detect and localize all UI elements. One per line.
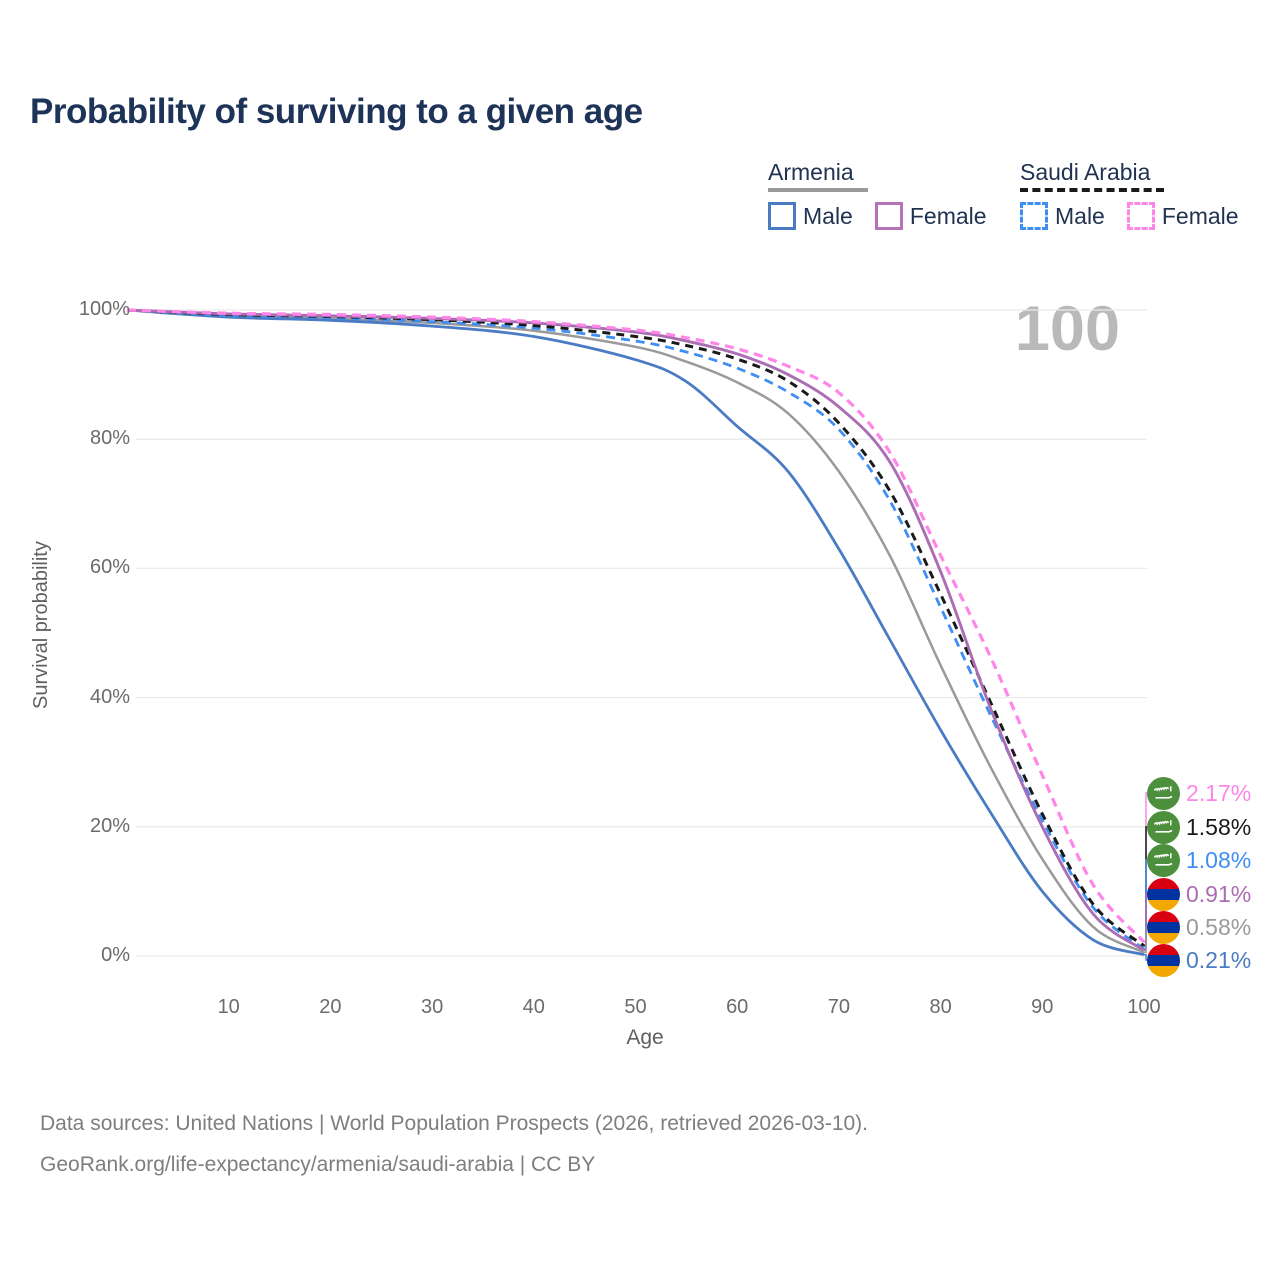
legend-country-saudi-arabia[interactable]: Saudi Arabia bbox=[1020, 159, 1151, 185]
attribution-line: GeoRank.org/life-expectancy/armenia/saud… bbox=[40, 1152, 596, 1176]
legend-toggle-armenia-male[interactable]: Male bbox=[768, 202, 853, 231]
end-value: 1.58% bbox=[1186, 813, 1252, 840]
y-tick-label: 0% bbox=[101, 944, 130, 966]
legend-country-armenia[interactable]: Armenia bbox=[768, 159, 854, 185]
x-tick-label: 80 bbox=[929, 996, 952, 1018]
armenia-female-swatch-icon bbox=[874, 202, 903, 231]
armenia-line-sample bbox=[768, 188, 868, 193]
end-label-saudi-arabia-total: 1.58% bbox=[1147, 810, 1252, 844]
end-label-saudi-arabia-female: 2.17% bbox=[1147, 776, 1252, 810]
x-tick-label: 100 bbox=[1127, 996, 1161, 1018]
y-axis-title: Survival probability bbox=[30, 541, 52, 709]
end-label-armenia-total: 0.58% bbox=[1147, 910, 1252, 944]
saudi-female-swatch-icon bbox=[1126, 202, 1155, 231]
legend-group-armenia: Armenia Male Female bbox=[768, 159, 1009, 231]
saudi-male-swatch-icon bbox=[1020, 202, 1048, 231]
series-line-saudi-arabia-male[interactable] bbox=[126, 308, 1145, 951]
end-label-armenia-female: 0.91% bbox=[1147, 877, 1252, 911]
saudi-arabia-flag-icon bbox=[1147, 843, 1180, 877]
series-line-armenia-total[interactable] bbox=[126, 308, 1145, 954]
y-tick-label: 80% bbox=[89, 427, 130, 450]
end-label-saudi-arabia-male: 1.08% bbox=[1147, 843, 1252, 877]
end-value: 1.08% bbox=[1186, 846, 1252, 873]
y-tick-label: 40% bbox=[89, 685, 130, 708]
series-line-saudi-arabia-total[interactable] bbox=[126, 308, 1145, 947]
armenia-flag-icon bbox=[1147, 943, 1180, 977]
saudi-arabia-flag-icon bbox=[1147, 810, 1180, 844]
page-title: Probability of surviving to a given age bbox=[30, 92, 643, 131]
armenia-flag-icon bbox=[1147, 910, 1180, 944]
end-value: 2.17% bbox=[1186, 779, 1252, 806]
legend-toggle-armenia-female[interactable]: Female bbox=[874, 202, 987, 231]
saudi-arabia-line-sample bbox=[1020, 188, 1164, 193]
data-source-line: Data sources: United Nations | World Pop… bbox=[40, 1112, 869, 1135]
legend-item-label: Female bbox=[909, 202, 987, 229]
y-tick-label: 60% bbox=[89, 556, 130, 579]
legend-item-label: Male bbox=[1055, 202, 1105, 229]
legend-group-saudi-arabia: Saudi Arabia Male Female bbox=[1020, 159, 1261, 231]
legend-toggle-saudi-female[interactable]: Female bbox=[1126, 202, 1239, 231]
series-line-armenia-male[interactable] bbox=[126, 308, 1145, 956]
y-tick-label: 100% bbox=[78, 298, 130, 320]
x-tick-label: 30 bbox=[420, 996, 444, 1018]
armenia-flag-icon bbox=[1147, 877, 1180, 911]
series-line-armenia-female[interactable] bbox=[126, 308, 1145, 952]
series-line-saudi-arabia-female[interactable] bbox=[126, 308, 1146, 944]
armenia-male-swatch-icon bbox=[768, 202, 796, 231]
legend-item-label: Male bbox=[803, 202, 853, 229]
legend-toggle-saudi-male[interactable]: Male bbox=[1020, 202, 1105, 231]
saudi-arabia-flag-icon bbox=[1147, 776, 1180, 810]
x-tick-label: 40 bbox=[522, 996, 545, 1018]
end-value: 0.91% bbox=[1186, 880, 1252, 907]
x-tick-label: 20 bbox=[319, 996, 342, 1018]
x-axis-title: Age bbox=[626, 1026, 664, 1049]
y-tick-label: 20% bbox=[89, 814, 130, 837]
end-value: 0.58% bbox=[1186, 913, 1252, 940]
age-indicator: 100 bbox=[1014, 294, 1120, 364]
end-label-armenia-male: 0.21% bbox=[1147, 943, 1252, 977]
x-tick-label: 90 bbox=[1031, 996, 1054, 1018]
x-tick-label: 60 bbox=[726, 996, 749, 1018]
legend-item-label: Female bbox=[1161, 202, 1239, 229]
x-tick-label: 70 bbox=[827, 996, 851, 1018]
x-tick-label: 10 bbox=[217, 996, 240, 1018]
footer-note: Data sources: United Nations | World Pop… bbox=[40, 1104, 868, 1186]
end-value: 0.21% bbox=[1186, 946, 1252, 973]
x-tick-label: 50 bbox=[624, 996, 647, 1018]
